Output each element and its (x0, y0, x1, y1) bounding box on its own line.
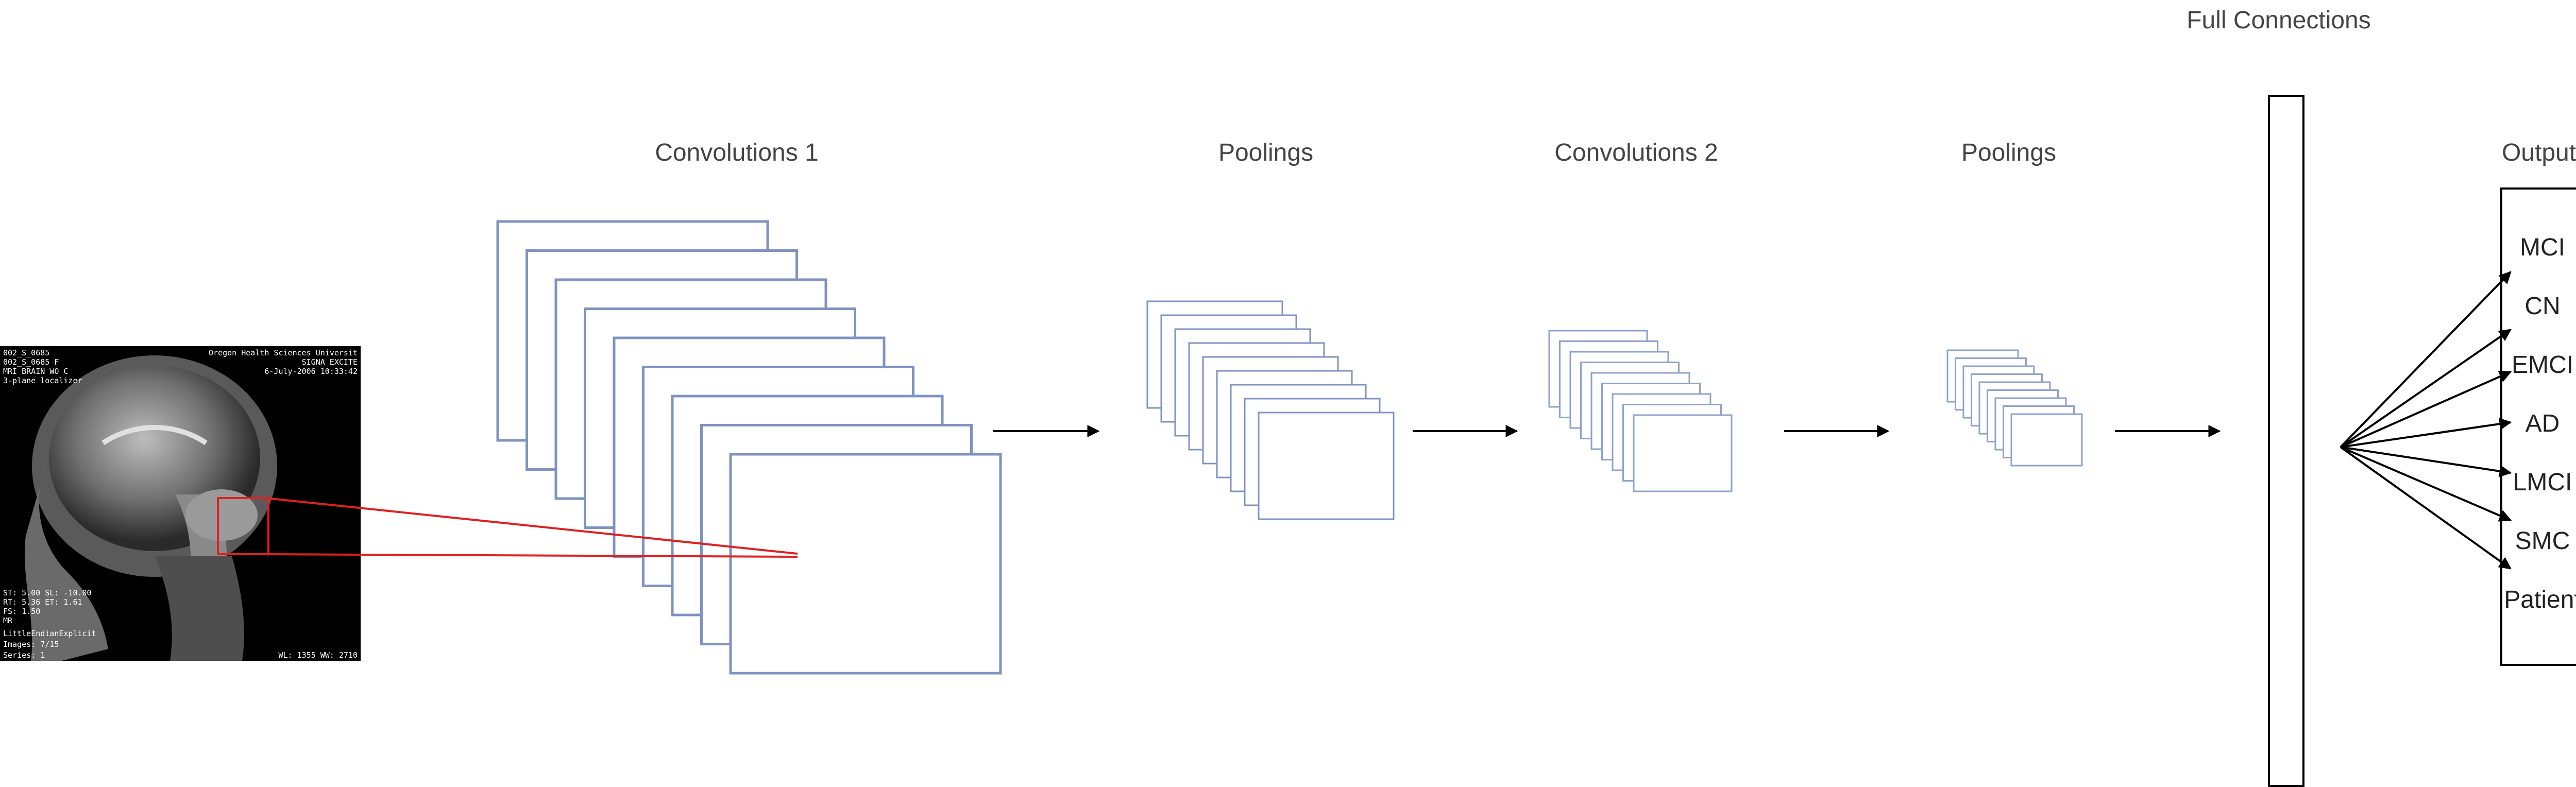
output-arrow-5 (2340, 446, 2512, 477)
projection-line-bottom (265, 553, 798, 558)
mri-bl-1: RT: 5.36 ET: 1.61 (3, 597, 82, 607)
mri-tl-1: 002_S_0685 F (3, 357, 59, 367)
face-profile (24, 464, 109, 661)
pool1-feature-maps (1146, 300, 1395, 520)
output-arrows (2340, 271, 2512, 570)
output-arrow-4 (2340, 418, 2512, 448)
mri-tl-0: 002_S_0685 (3, 348, 49, 357)
mri-input-image: 002_S_0685 002_S_0685 F MRI BRAIN WO C 3… (0, 346, 361, 661)
output-arrow-7 (2340, 446, 2512, 570)
pool1-title: Poolings (1218, 139, 1313, 166)
output-arrow-3 (2340, 370, 2512, 448)
output-class-emci: EMCI (2512, 351, 2573, 379)
pool2-feature-maps (1946, 349, 2083, 467)
mri-bl-0: ST: 5.00 SL: -10.00 (3, 588, 92, 597)
mri-tr-1: SIGNA EXCITE (302, 357, 358, 367)
output-class-cn: CN (2524, 293, 2560, 320)
output-arrow-6 (2340, 446, 2512, 522)
projection-line-top (265, 497, 798, 555)
mri-br-0: WL: 1355 WW: 2710 (278, 651, 358, 660)
conv1-feature-map-9 (729, 453, 1002, 675)
output-class-ad: AD (2526, 410, 2560, 437)
mri-bl-5: Images: 7/15 (3, 640, 59, 649)
output-arrow-1 (2340, 271, 2512, 448)
cerebellum (185, 489, 258, 541)
output-class-lmci: LMCI (2513, 469, 2572, 496)
output-title: Output (2502, 139, 2576, 166)
mri-tl-2: MRI BRAIN WO C (3, 367, 68, 376)
neck (155, 556, 244, 661)
output-class-patient: Patient (2504, 586, 2576, 613)
output-box (2500, 187, 2576, 666)
mri-bl-4: LittleEndianExplicit (3, 629, 96, 638)
pool2-feature-map-9 (2010, 413, 2083, 467)
output-arrow-2 (2340, 329, 2512, 448)
conv1-feature-maps (496, 220, 1002, 675)
mri-bl-2: FS: 1.50 (3, 607, 40, 616)
conv1-title: Convolutions 1 (655, 139, 819, 166)
mri-bl-6: Series: 1 (3, 651, 45, 660)
receptive-field-box (217, 497, 269, 555)
pool1-feature-map-9 (1258, 412, 1395, 520)
conv2-feature-map-9 (1633, 414, 1733, 492)
mri-tr-2: 6-July-2006 10:33:42 (264, 367, 358, 376)
receptive-field-projection (265, 497, 798, 558)
pool2-title: Poolings (1961, 139, 2056, 166)
mri-tl-3: 3-plane localizer (3, 376, 82, 385)
corpus-callosum (101, 425, 208, 446)
output-class-mci: MCI (2520, 234, 2565, 261)
fc-layer-bar (2268, 95, 2304, 787)
conv2-title: Convolutions 2 (1554, 139, 1718, 166)
fc-title: Full Connections (2187, 7, 2371, 34)
conv2-feature-maps (1548, 330, 1733, 492)
output-class-smc: SMC (2515, 527, 2570, 555)
mri-bl-3: MR (3, 616, 13, 625)
mri-tr-0: Oregon Health Sciences Universit (209, 348, 358, 357)
